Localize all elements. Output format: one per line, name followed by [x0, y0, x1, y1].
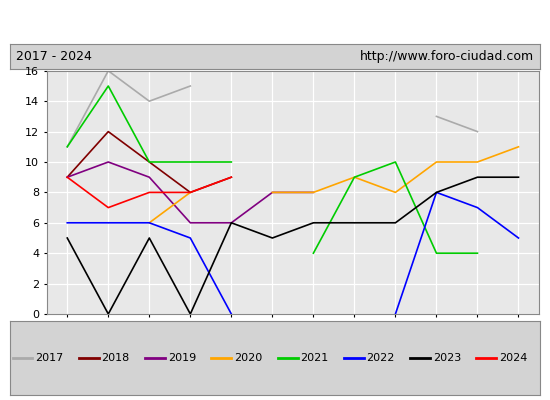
- Text: http://www.foro-ciudad.com: http://www.foro-ciudad.com: [360, 50, 534, 63]
- Text: 2021: 2021: [300, 353, 328, 363]
- Text: 2020: 2020: [234, 353, 262, 363]
- Text: 2017 - 2024: 2017 - 2024: [16, 50, 92, 63]
- Text: Evolucion del paro registrado en Velilla de Ebro: Evolucion del paro registrado en Velilla…: [72, 14, 478, 28]
- Text: 2024: 2024: [499, 353, 527, 363]
- Text: 2022: 2022: [366, 353, 395, 363]
- Text: 2018: 2018: [101, 353, 130, 363]
- Text: 2017: 2017: [35, 353, 63, 363]
- Text: 2019: 2019: [168, 353, 196, 363]
- Text: 2023: 2023: [433, 353, 461, 363]
